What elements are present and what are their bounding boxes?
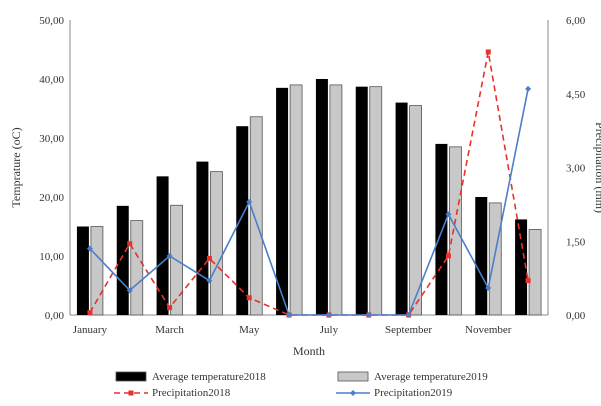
- series-point-precipitation2018: [246, 295, 252, 301]
- x-tick-label: November: [465, 324, 512, 336]
- y-left-tick-label: 30,00: [39, 133, 64, 145]
- y-right-tick-label: 4,50: [566, 89, 586, 101]
- series-point-precipitation2018: [206, 255, 212, 261]
- series-point-precipitation2018: [127, 241, 133, 247]
- legend-label: Average temperature2018: [152, 371, 266, 383]
- series-point-precipitation2019: [445, 211, 452, 218]
- legend-swatch: [337, 371, 369, 382]
- x-tick-label: January: [73, 324, 108, 336]
- series-point-precipitation2019: [405, 312, 412, 318]
- series-point-precipitation2018: [167, 305, 173, 311]
- bar-2018: [116, 205, 129, 315]
- bar-2018: [355, 86, 368, 315]
- legend-label: Precipitation2019: [374, 387, 453, 399]
- bar-2018: [76, 226, 89, 315]
- series-point-precipitation2019: [166, 253, 173, 259]
- y-axis-left-title: Temprature (oC): [9, 127, 23, 207]
- y-right-tick-label: 1,50: [566, 236, 586, 248]
- legend-marker: [350, 390, 356, 396]
- series-point-precipitation2019: [246, 198, 253, 205]
- bar-2019: [249, 116, 263, 316]
- bar-2018: [515, 219, 528, 315]
- bar-2019: [210, 171, 223, 316]
- series-point-precipitation2018: [445, 253, 451, 259]
- bar-2019: [369, 86, 383, 316]
- x-axis-title: Month: [293, 344, 325, 358]
- bar-2018: [156, 176, 169, 315]
- legend-label: Precipitation2018: [152, 387, 231, 399]
- y-right-tick-label: 0,00: [566, 310, 586, 322]
- bar-2019: [289, 84, 303, 316]
- series-point-precipitation2019: [525, 85, 532, 92]
- bar-2019: [528, 229, 542, 316]
- x-tick-label: May: [239, 324, 260, 336]
- series-point-precipitation2018: [525, 278, 531, 284]
- y-left-tick-label: 20,00: [39, 192, 64, 204]
- bar-2018: [475, 197, 488, 315]
- series-point-precipitation2019: [325, 312, 332, 318]
- bar-2019: [329, 84, 343, 316]
- series-point-precipitation2019: [485, 284, 492, 291]
- bar-2019: [449, 146, 462, 316]
- y-left-tick-label: 10,00: [39, 251, 64, 263]
- series-line-precipitation2018: [89, 51, 529, 316]
- y-left-tick-label: 50,00: [39, 15, 64, 27]
- series-point-precipitation2019: [126, 287, 133, 294]
- series-point-precipitation2018: [87, 310, 93, 316]
- y-axis-right-title: Precipitation (mm): [593, 122, 601, 213]
- y-left-tick-label: 0,00: [45, 310, 65, 322]
- bar-2019: [130, 220, 144, 316]
- bar-2018: [196, 161, 209, 315]
- x-tick-label: September: [385, 324, 432, 336]
- bar-2018: [315, 79, 328, 315]
- bar-2018: [435, 143, 448, 315]
- series-point-precipitation2018: [485, 49, 491, 55]
- legend-marker: [128, 390, 134, 396]
- legend-label: Average temperature2019: [374, 371, 488, 383]
- y-right-tick-label: 3,00: [566, 163, 586, 175]
- series-point-precipitation2019: [206, 277, 213, 284]
- bar-2019: [409, 105, 422, 316]
- x-tick-label: March: [155, 324, 184, 336]
- series-point-precipitation2019: [86, 245, 93, 252]
- legend-swatch: [115, 371, 147, 382]
- bar-2018: [236, 126, 249, 315]
- bar-2018: [395, 102, 408, 315]
- y-left-tick-label: 40,00: [39, 74, 64, 86]
- bar-2018: [276, 87, 289, 315]
- x-tick-label: July: [320, 324, 339, 336]
- bar-2019: [488, 202, 502, 316]
- series-point-precipitation2019: [286, 312, 293, 318]
- bar-2019: [90, 226, 104, 316]
- y-right-tick-label: 6,00: [566, 15, 586, 27]
- series-line-precipitation2019: [89, 88, 529, 316]
- series-point-precipitation2019: [365, 312, 372, 318]
